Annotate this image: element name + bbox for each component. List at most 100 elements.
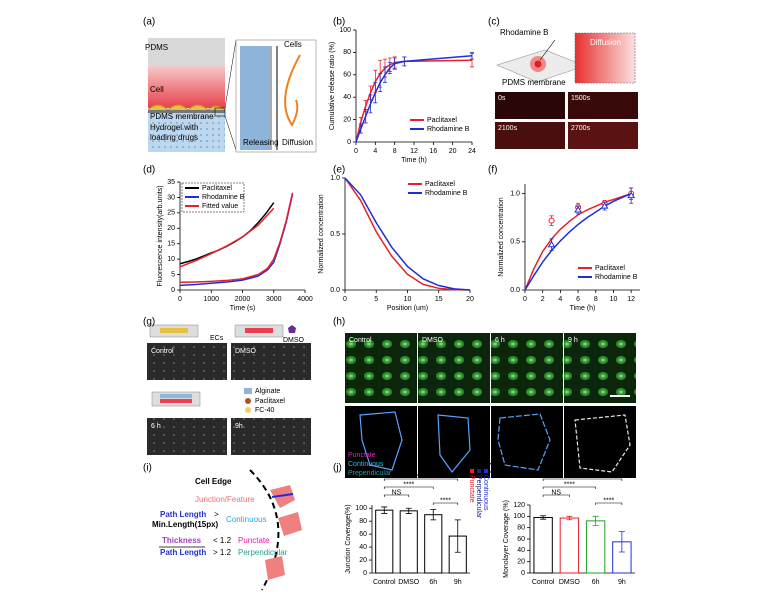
image bbox=[491, 333, 563, 403]
pdms-layer bbox=[148, 38, 225, 66]
bar bbox=[585, 520, 606, 574]
x-tick-label: 20 bbox=[466, 296, 474, 303]
y-tick-label: 100 bbox=[513, 513, 525, 520]
label: Cell bbox=[150, 85, 164, 94]
image bbox=[564, 333, 636, 403]
x-tick-label: 20 bbox=[449, 148, 457, 155]
legend-icon bbox=[245, 398, 251, 404]
label: Min.Length(15px) bbox=[152, 520, 219, 529]
error-bar bbox=[470, 52, 474, 60]
x-axis-label: Time (h) bbox=[401, 157, 427, 164]
y-tick-label: 0 bbox=[347, 139, 351, 146]
y-tick-label: 40 bbox=[517, 547, 525, 554]
label: Control bbox=[349, 337, 372, 344]
legend-label: Paclitaxel bbox=[202, 185, 232, 192]
label: Diffusion bbox=[590, 38, 621, 47]
error-bar bbox=[430, 509, 437, 521]
membrane bbox=[148, 110, 225, 113]
panel-label: (f) bbox=[488, 165, 497, 176]
marker bbox=[547, 240, 556, 248]
error-bar bbox=[381, 506, 388, 514]
image bbox=[564, 406, 636, 478]
x-axis-label: Position (um) bbox=[387, 305, 428, 312]
y-axis-label: Fluorescence intensity(arb.units) bbox=[157, 185, 164, 286]
error-bar bbox=[373, 82, 378, 104]
panel-label: (a) bbox=[143, 17, 155, 28]
x-tick-label: 3000 bbox=[266, 296, 282, 303]
panel-label: (j) bbox=[333, 463, 342, 474]
error-bar bbox=[378, 73, 383, 92]
legend-icon bbox=[245, 407, 251, 413]
x-tick-label: Control bbox=[373, 579, 396, 586]
series-line bbox=[344, 177, 471, 291]
label: Junction/Feature bbox=[195, 495, 255, 504]
outline bbox=[574, 414, 631, 473]
legend-label: Punctate bbox=[468, 475, 475, 503]
y-tick-label: 60 bbox=[359, 531, 367, 538]
bracket-label: **** bbox=[416, 473, 427, 480]
y-tick-label: 35 bbox=[167, 179, 175, 186]
image bbox=[418, 333, 490, 403]
label: Rhodamine B bbox=[500, 28, 548, 37]
y-tick-label: 0.5 bbox=[510, 239, 520, 246]
y-tick-label: 40 bbox=[343, 94, 351, 101]
error-bar bbox=[405, 507, 412, 514]
legend-label: Rhodamine B bbox=[595, 274, 638, 281]
y-tick-label: 5 bbox=[171, 271, 175, 278]
label: 6 h bbox=[495, 337, 505, 344]
y-tick-label: 80 bbox=[359, 518, 367, 525]
error-bar bbox=[358, 123, 363, 134]
marker bbox=[627, 191, 636, 199]
bracket bbox=[432, 502, 459, 505]
label: DMSO bbox=[283, 337, 305, 344]
zoom-line bbox=[224, 115, 237, 151]
bracket-label: **** bbox=[577, 473, 588, 480]
junction bbox=[265, 556, 285, 580]
chip bbox=[160, 399, 192, 403]
bar bbox=[559, 517, 580, 574]
label: 9h bbox=[235, 423, 243, 430]
legend-label: Paclitaxel bbox=[427, 117, 457, 124]
bracket-label: **** bbox=[564, 481, 575, 488]
bracket-label: NS bbox=[392, 489, 402, 496]
legend-swatch bbox=[470, 469, 474, 473]
error-bar bbox=[387, 62, 392, 75]
y-tick-label: 20 bbox=[517, 559, 525, 566]
x-tick-label: DMSO bbox=[559, 579, 581, 586]
x-tick-label: 0 bbox=[178, 296, 182, 303]
label: Prependicular bbox=[348, 470, 392, 477]
legend-label: Continuous bbox=[482, 475, 489, 511]
panel-label: (d) bbox=[143, 165, 155, 176]
y-tick-label: 0 bbox=[521, 570, 525, 577]
y-tick-label: 60 bbox=[517, 536, 525, 543]
y-tick-label: 100 bbox=[355, 505, 367, 512]
legend-frame bbox=[181, 182, 245, 213]
x-tick-label: 12 bbox=[410, 148, 418, 155]
panel-label: (c) bbox=[488, 17, 500, 28]
legend-label: Paclitaxel bbox=[595, 265, 625, 272]
legend-icon bbox=[244, 388, 252, 394]
image bbox=[345, 333, 417, 403]
panel-label: (b) bbox=[333, 17, 345, 28]
x-tick-label: 6h bbox=[592, 579, 600, 586]
x-tick-label: 8 bbox=[393, 148, 397, 155]
medium-layer bbox=[148, 66, 225, 108]
label: 0s bbox=[498, 95, 506, 102]
y-axis-label: Monolayer Coverage (%) bbox=[503, 500, 510, 578]
y-tick-label: 0.0 bbox=[510, 287, 520, 294]
error-bar bbox=[363, 109, 368, 124]
x-tick-label: 12 bbox=[627, 296, 635, 303]
error-bar bbox=[592, 515, 599, 526]
label: Releasing bbox=[243, 138, 279, 147]
label: ECs bbox=[210, 335, 224, 342]
label: PDMS membrane bbox=[502, 78, 566, 87]
x-tick-label: 0 bbox=[523, 296, 527, 303]
y-axis-label: Junction Coverage(%) bbox=[345, 504, 352, 573]
zoom-box bbox=[214, 107, 226, 117]
junction bbox=[278, 512, 302, 536]
y-tick-label: 0 bbox=[171, 287, 175, 294]
label: 1500s bbox=[571, 95, 591, 102]
image bbox=[147, 343, 227, 380]
y-tick-label: 60 bbox=[343, 72, 351, 79]
